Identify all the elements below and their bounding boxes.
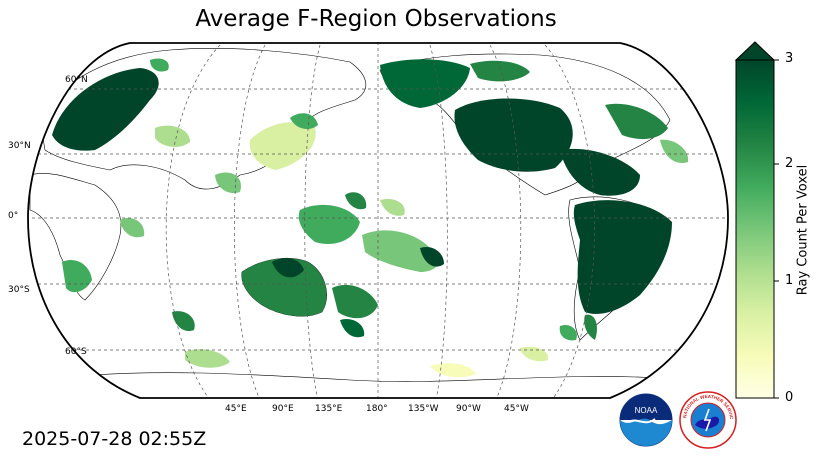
observation-data <box>52 58 689 378</box>
colorbar-tick-1: 1 <box>785 273 794 288</box>
colorbar-tick-0: 0 <box>785 390 794 405</box>
colorbar-tick-3: 3 <box>785 51 794 66</box>
colorbar-extend-arrow <box>734 41 776 61</box>
noaa-logo: NOAA <box>619 393 673 447</box>
lon-label-45w: 45°W <box>504 404 529 414</box>
lat-label-60s: 60°S <box>65 347 87 357</box>
colorbar-label: Ray Count Per Voxel <box>795 164 811 296</box>
colorbar <box>734 41 779 399</box>
lon-label-135e: 135°E <box>315 404 343 414</box>
lat-label-30s: 30°S <box>8 285 30 295</box>
timestamp: 2025-07-28 02:55Z <box>22 428 207 450</box>
lon-label-90e: 90°E <box>272 404 294 414</box>
lon-label-45e: 45°E <box>225 404 247 414</box>
lon-label-90w: 90°W <box>456 404 481 414</box>
svg-text:NOAA: NOAA <box>635 406 658 415</box>
map-title: Average F-Region Observations <box>195 6 557 32</box>
nws-logo: NATIONAL WEATHER SERVICE <box>679 391 737 449</box>
lon-label-135w: 135°W <box>408 404 439 414</box>
land-africa <box>29 173 122 301</box>
lat-label-30n: 30°N <box>8 141 31 151</box>
lon-label-180: 180° <box>366 404 388 414</box>
colorbar-tick-2: 2 <box>785 156 794 171</box>
colorbar-scale <box>735 59 775 399</box>
graticule <box>28 43 728 398</box>
lat-label-0: 0° <box>8 211 19 221</box>
land-antarctica <box>59 372 661 398</box>
lat-label-60n: 60°N <box>65 75 88 85</box>
map-boundary <box>27 42 729 399</box>
